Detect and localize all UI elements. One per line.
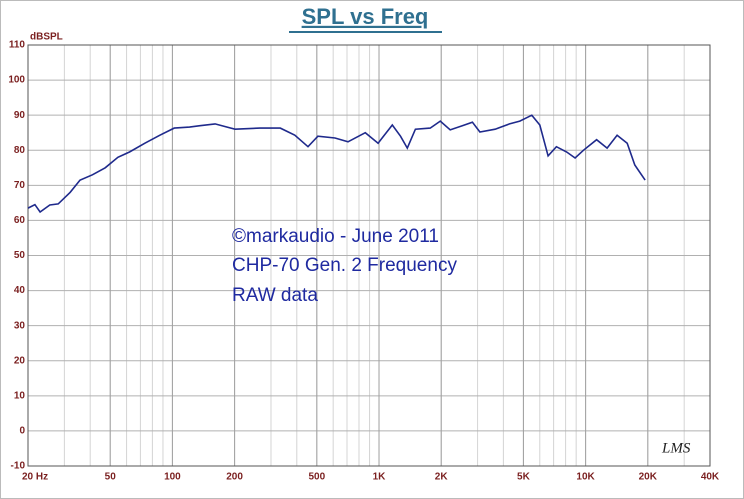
x-tick-label: 20K — [639, 472, 658, 483]
x-tick-label: 2K — [435, 472, 449, 483]
annotation: CHP-70 Gen. 2 Frequency — [232, 255, 457, 276]
x-tick-label: 100 — [164, 472, 181, 483]
y-tick-label: -10 — [11, 461, 26, 472]
x-tick-label: 10K — [576, 472, 595, 483]
chart-title: SPL vs Freq — [302, 4, 429, 29]
x-tick-label: 500 — [308, 472, 325, 483]
spl-line — [27, 114, 646, 214]
y-tick-label: 100 — [8, 75, 25, 86]
y-tick-label: 50 — [14, 250, 26, 261]
plot-border — [27, 44, 711, 467]
y-tick-label: 70 — [14, 180, 26, 191]
y-axis-label: dBSPL — [30, 32, 63, 43]
y-tick-label: 90 — [14, 110, 26, 121]
x-tick-label: 1K — [373, 472, 387, 483]
y-tick-label: 20 — [14, 355, 26, 366]
annotation: ©markaudio - June 2011 — [232, 226, 439, 247]
y-tick-label: 80 — [14, 145, 26, 156]
y-tick-label: 60 — [14, 215, 26, 226]
logo: LMS — [661, 440, 691, 456]
x-tick-label: 40K — [701, 472, 720, 483]
y-tick-label: 10 — [14, 390, 26, 401]
x-tick-label: 50 — [105, 472, 117, 483]
x-tick-label: 200 — [226, 472, 243, 483]
annotation: RAW data — [232, 285, 318, 306]
y-tick-label: 40 — [14, 285, 26, 296]
y-tick-label: 0 — [19, 426, 25, 437]
x-tick-label: 20 Hz — [22, 472, 48, 483]
y-tick-label: 30 — [14, 320, 26, 331]
x-tick-label: 5K — [517, 472, 531, 483]
y-tick-label: 110 — [9, 40, 26, 51]
